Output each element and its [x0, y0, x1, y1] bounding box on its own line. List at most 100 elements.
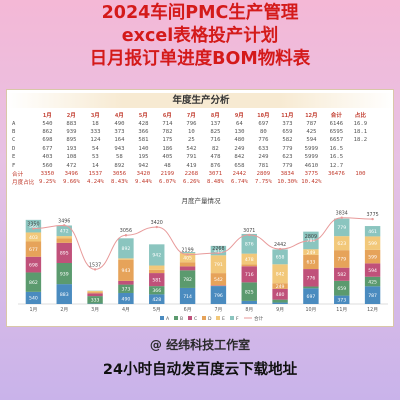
bar-value-label: 366 — [152, 288, 161, 294]
table-cell: 623 — [282, 154, 293, 161]
bar-E-1 — [25, 232, 42, 242]
legend-label: 合计 — [254, 315, 264, 322]
table-cell: 892 — [114, 162, 125, 169]
header-line-1: 2024车间PMC生产管理 — [101, 3, 299, 23]
table-cell: 776 — [258, 137, 269, 144]
total-label: 2809 — [305, 234, 317, 240]
table-cell: 6.07% — [158, 179, 176, 186]
total-point — [371, 217, 374, 221]
total-point — [217, 251, 220, 255]
bar-A-4 — [118, 292, 134, 304]
bar-C-2 — [56, 242, 72, 264]
header-line-2: excel表格投产计划 — [121, 26, 279, 46]
bar-value-label: 895 — [60, 251, 69, 257]
table-cell: 54 — [92, 145, 99, 152]
total-point — [124, 234, 128, 237]
total-label: 3056 — [120, 228, 132, 234]
table-cell: 25 — [188, 137, 195, 144]
bar-C-6 — [179, 266, 196, 271]
bar-value-label: 581 — [152, 277, 161, 283]
bar-value-label: 490 — [122, 296, 131, 302]
table-cell: 540 — [42, 120, 53, 127]
x-tick-label: 9月 — [276, 307, 284, 313]
bar-value-label: 796 — [214, 293, 223, 299]
table-cell: 472 — [66, 162, 77, 169]
bar-value-label: 373 — [122, 287, 131, 293]
x-tick-label: 1月 — [29, 307, 37, 313]
table-cell: 8.48% — [206, 179, 224, 186]
x-tick-label: 6月 — [184, 307, 192, 313]
table-cell: 825 — [210, 128, 221, 135]
table-cell: 943 — [114, 145, 125, 152]
bar-D-10 — [303, 254, 319, 270]
bar-F-1 — [25, 219, 42, 233]
table-cell: 403 — [42, 154, 53, 161]
table-row: C 698 895 124 164 581 175 25 716 480 776 582 594 6657… — [11, 136, 371, 144]
legend-label: F — [236, 316, 239, 322]
table-cell: 12.7 — [329, 162, 344, 169]
bar-value-label: 892 — [122, 246, 131, 252]
table-cell: 714 — [162, 120, 173, 127]
total-point — [93, 268, 97, 271]
bar-C-12 — [364, 263, 381, 277]
bar-B-9 — [272, 299, 288, 303]
table-cell: 876 — [210, 162, 221, 169]
table-cell: 791 — [186, 154, 197, 161]
x-tick-label: 2月 — [60, 307, 68, 313]
bar-C-9 — [272, 288, 288, 300]
bar-value-label: 943 — [122, 268, 131, 274]
bar-D-7 — [210, 273, 227, 286]
bar-value-label: 461 — [368, 229, 377, 235]
table-cell: 405 — [162, 154, 173, 161]
x-tick-label: 10月 — [305, 307, 316, 313]
bar-E-3 — [87, 290, 103, 293]
bar-A-2 — [56, 284, 72, 304]
bar-E-8 — [241, 253, 257, 265]
table-cell: 175 — [162, 137, 173, 144]
table-cell: 合计 — [330, 113, 342, 120]
bar-D-3 — [87, 292, 103, 294]
bar-value-label: 677 — [29, 247, 38, 253]
table-cell: 5月 — [138, 113, 148, 120]
bar-value-label: 876 — [245, 242, 254, 248]
table-cell: 2809 — [256, 170, 271, 177]
promo-header: 2024车间PMC生产管理 excel表格投产计划 日月报订单进度BOM物料表 — [0, 2, 400, 71]
table-cell: 108 — [66, 154, 77, 161]
bar-value-label: 403 — [29, 235, 38, 241]
bar-value-label: 419 — [214, 248, 223, 254]
bar-E-6 — [179, 253, 196, 263]
table-cell: 480 — [234, 137, 245, 144]
bar-F-6 — [179, 252, 196, 254]
total-point — [248, 233, 251, 237]
x-tick-label: 11月 — [336, 307, 347, 313]
table-cell: 140 — [138, 145, 149, 152]
bar-value-label: 480 — [276, 292, 285, 298]
table-cell: 8.43% — [110, 179, 128, 186]
bar-B-1 — [25, 272, 42, 292]
table-cell — [11, 111, 35, 119]
bar-value-label: 623 — [337, 241, 346, 247]
table-cell: 2199 — [160, 170, 175, 177]
table-cell: 48 — [164, 162, 171, 169]
bar-value-label: 594 — [368, 268, 377, 274]
bar-value-label: 633 — [307, 260, 316, 266]
header-line-3: 日月报订单进度BOM物料表 — [89, 49, 311, 69]
table-cell: 6657 — [329, 137, 344, 144]
table-cell: 2442 — [232, 170, 247, 177]
total-label: 3496 — [58, 218, 70, 224]
table-cell: 428 — [138, 120, 149, 127]
table-cell: 6.74% — [230, 179, 248, 186]
table-cell: 18 — [92, 120, 99, 127]
table-cell: 6595 — [329, 128, 344, 135]
bar-value-label: 942 — [152, 253, 161, 259]
table-cell: 373 — [114, 128, 125, 135]
table-cell: 195 — [138, 154, 149, 161]
bar-C-1 — [25, 256, 42, 273]
annual-production-table: 1月 2月 3月 4月 5月 6月 7月 8月 9月 10月 11月 12月 合计 占比 A 540 883 18… — [11, 111, 371, 187]
total-label: 1537 — [89, 262, 101, 268]
table-cell: 782 — [162, 128, 173, 135]
legend-label: E — [222, 316, 225, 322]
table-cell: 2268 — [184, 170, 199, 177]
bar-value-label: 333 — [91, 298, 100, 304]
table-cell: 942 — [138, 162, 149, 169]
